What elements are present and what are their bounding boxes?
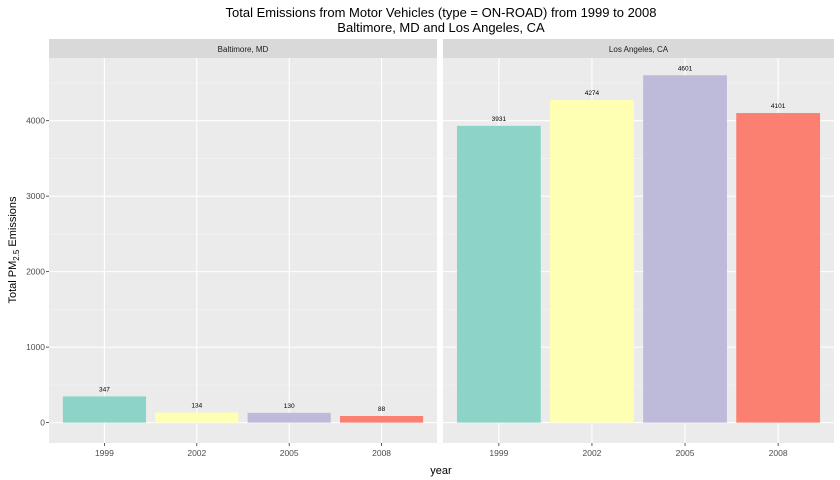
- facet-strip-0: [49, 39, 437, 58]
- y-axis-title-subscript: 2.5: [12, 249, 21, 261]
- y-tick-label-1000: 1000: [26, 342, 45, 352]
- bar-value-label: 130: [284, 403, 295, 410]
- bar-value-label: 4601: [678, 65, 693, 72]
- x-tick-label-2008: 2008: [372, 448, 391, 458]
- x-tick-label-2002: 2002: [187, 448, 206, 458]
- bar-value-label: 88: [378, 406, 386, 413]
- x-tick-label-2008: 2008: [769, 448, 788, 458]
- bar-2002: [155, 412, 239, 423]
- bar-2002: [550, 99, 634, 423]
- facet-strip-label: Baltimore, MD: [218, 45, 269, 54]
- y-tick-label-3000: 3000: [26, 191, 45, 201]
- x-tick-label-2005: 2005: [280, 448, 299, 458]
- facet-strip-label: Los Angeles, CA: [609, 45, 669, 54]
- bar-value-label: 347: [99, 386, 110, 393]
- panel-background-0: [49, 58, 437, 443]
- x-tick-label-1999: 1999: [95, 448, 114, 458]
- x-axis-title: year: [430, 465, 452, 477]
- y-tick-label-4000: 4000: [26, 116, 45, 126]
- bar-1999: [456, 125, 541, 423]
- y-tick-label-2000: 2000: [26, 267, 45, 277]
- chart-title-line-2: Baltimore, MD and Los Angeles, CA: [337, 20, 545, 35]
- x-tick-label-2002: 2002: [582, 448, 601, 458]
- plot-area: 0 1000 2000 3000 4000 Baltimore, MD 347 134 130 8…: [26, 39, 834, 458]
- bar-1999: [62, 396, 146, 423]
- chart-title-line-1: Total Emissions from Motor Vehicles (typ…: [226, 5, 657, 20]
- bar-2005: [247, 412, 331, 423]
- facet-strip-1: [443, 39, 834, 58]
- bar-2008: [736, 113, 821, 423]
- bar-value-label: 134: [191, 403, 202, 410]
- x-tick-label-1999: 1999: [489, 448, 508, 458]
- bar-value-label: 4101: [771, 103, 786, 110]
- y-tick-label-0: 0: [40, 418, 45, 428]
- y-axis-title: Total PM2.5 Emissions: [7, 196, 21, 304]
- y-axis-title-prefix: Total PM: [7, 261, 19, 304]
- bar-value-label: 3931: [492, 116, 507, 123]
- x-tick-label-2005: 2005: [676, 448, 695, 458]
- bar-2005: [643, 75, 727, 423]
- bar-value-label: 4274: [585, 90, 600, 97]
- y-axis-title-suffix: Emissions: [7, 196, 19, 250]
- bar-2008: [340, 415, 424, 423]
